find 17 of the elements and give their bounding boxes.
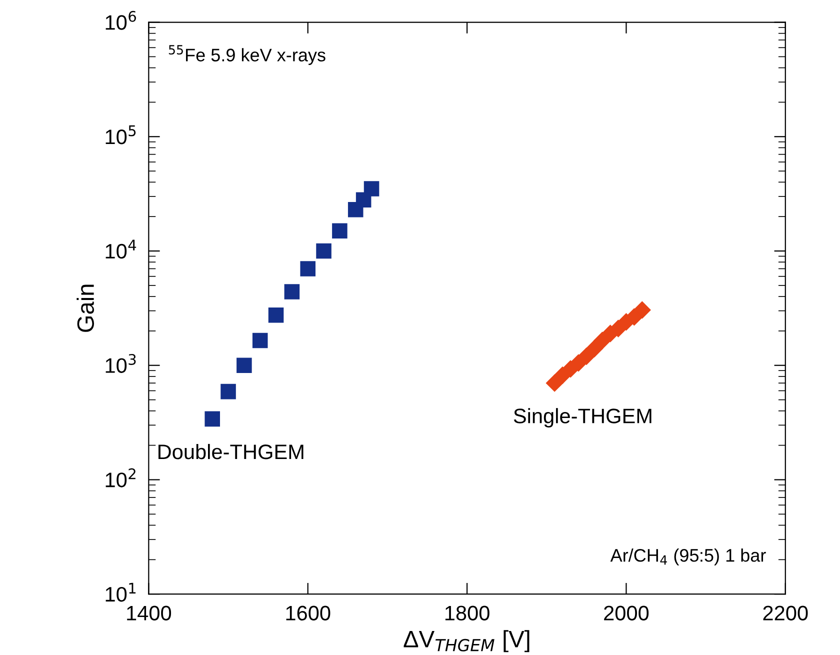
x-tick-label: 1800 bbox=[445, 606, 490, 620]
annotation: Ar/CH$_{4}$ (95:5) 1 bar bbox=[610, 548, 766, 566]
series-label: Double-THGEM bbox=[158, 444, 304, 460]
x-tick-label: 2200 bbox=[763, 606, 808, 620]
series-label: Single-THGEM bbox=[514, 408, 652, 428]
x-tick-label: 1600 bbox=[286, 606, 330, 620]
y-tick-label: 10$^{5}$ bbox=[106, 125, 136, 144]
x-axis-title: ΔV$_{THGEM}$ [V] bbox=[404, 630, 530, 652]
x-tick-label: 2000 bbox=[604, 606, 649, 620]
y-tick-label: 10$^{6}$ bbox=[106, 10, 136, 30]
y-tick-label: 10$^{2}$ bbox=[106, 468, 136, 488]
y-axis-title: Gain bbox=[76, 284, 94, 332]
y-tick-label: 10$^{1}$ bbox=[106, 582, 136, 602]
annotation: $^{55}$Fe 5.9 keV x-rays bbox=[168, 45, 326, 66]
y-tick-label: 10$^{3}$ bbox=[106, 354, 136, 373]
y-tick-label: 10$^{4}$ bbox=[106, 240, 136, 259]
x-tick-label: 1400 bbox=[127, 606, 172, 620]
